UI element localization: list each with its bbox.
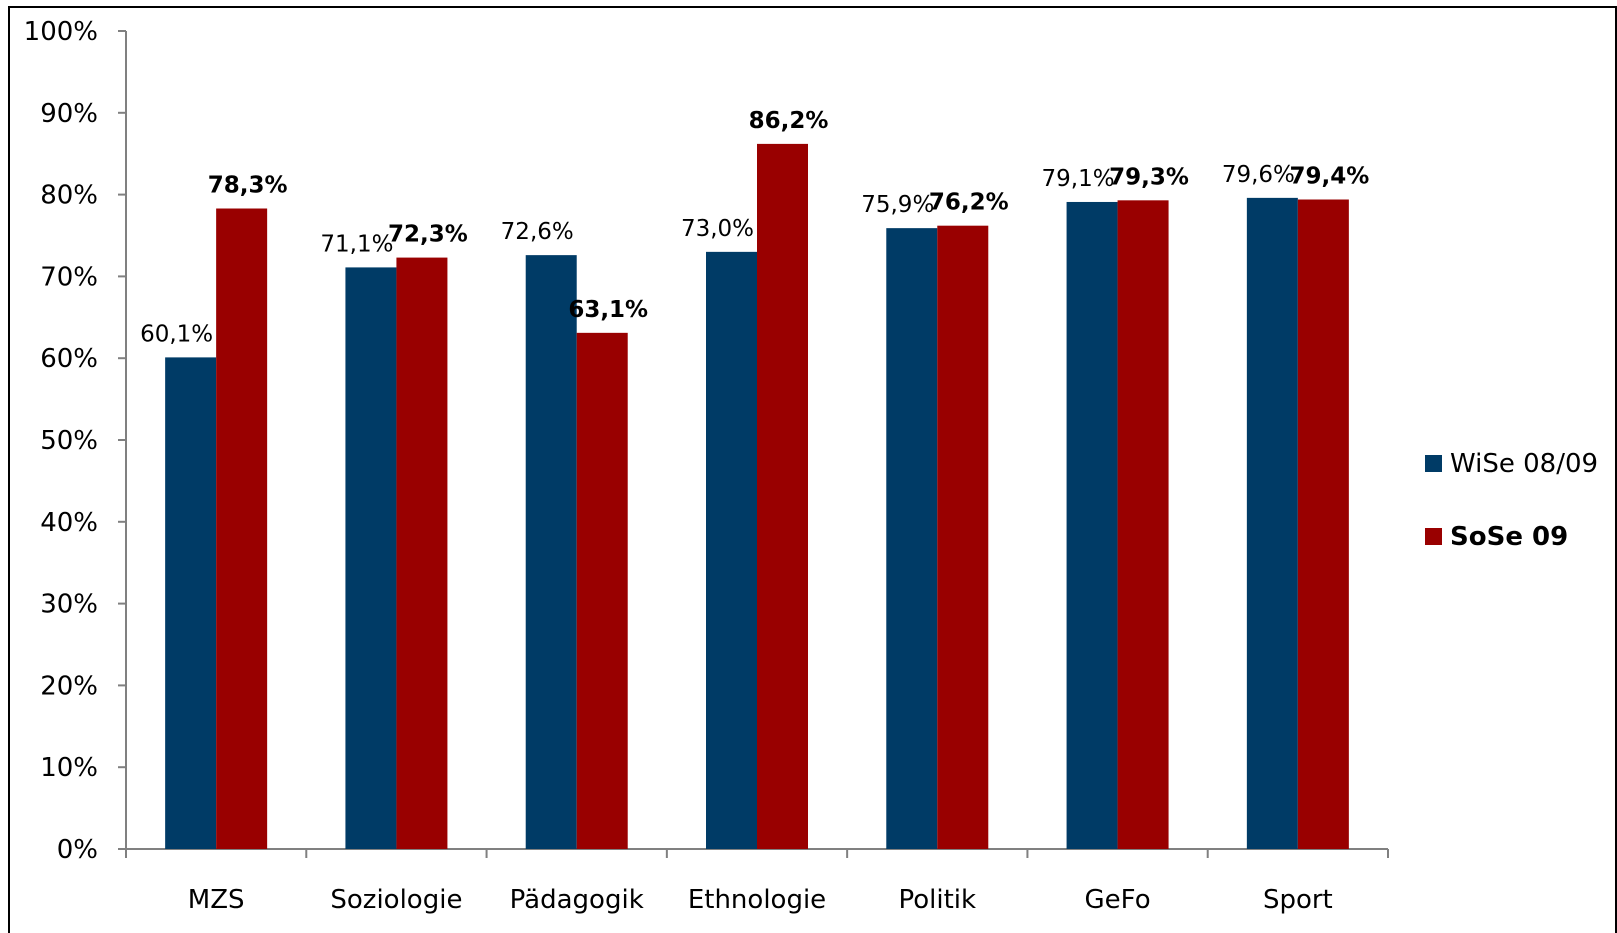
bar	[165, 357, 217, 849]
x-axis: MZS Soziologie Pädagogik Ethnologie Politik G…	[125, 848, 1389, 915]
bar	[1066, 201, 1118, 849]
y-tick-label: 0%	[57, 835, 98, 865]
x-tick-label: GeFo	[1085, 885, 1151, 915]
data-label: 60,1%	[140, 321, 213, 347]
legend: WiSe 08/09 SoSe 09	[1425, 449, 1598, 552]
bar	[1297, 199, 1349, 849]
x-tick-label: Ethnologie	[688, 885, 826, 915]
data-label: 79,4%	[1289, 164, 1369, 190]
legend-entry: WiSe 08/09	[1450, 449, 1598, 479]
bar	[937, 225, 989, 849]
data-label: 72,3%	[388, 222, 468, 248]
y-tick-label: 100%	[24, 17, 98, 47]
y-tick-label: 30%	[40, 590, 98, 620]
bar	[216, 208, 268, 850]
y-tick-label: 10%	[40, 753, 98, 783]
y-tick-label: 70%	[40, 262, 98, 292]
value-labels: 60,1% 71,1% 72,6% 73,0% 75,9% 79,1% 79,6% 78,3%…	[140, 108, 1369, 347]
x-tick-label: MZS	[188, 885, 245, 915]
x-tick-label: Sport	[1263, 885, 1333, 915]
bar	[345, 267, 397, 850]
data-label: 72,6%	[501, 219, 574, 245]
data-label: 76,2%	[929, 190, 1009, 216]
y-tick-label: 50%	[40, 426, 98, 456]
y-axis: 0% 10% 20% 30% 40% 50% 60% 70% 80% 90% 100%	[24, 17, 127, 865]
data-label: 71,1%	[320, 231, 393, 257]
legend-swatch	[1425, 528, 1442, 545]
legend-entry: SoSe 09	[1450, 522, 1568, 552]
bar	[576, 332, 628, 849]
data-label: 79,6%	[1222, 162, 1295, 188]
bar	[525, 255, 577, 849]
data-label: 79,1%	[1042, 166, 1115, 192]
y-tick-label: 60%	[40, 344, 98, 374]
bar	[706, 251, 757, 850]
bar	[1117, 200, 1169, 850]
bar	[396, 257, 448, 849]
data-label: 79,3%	[1109, 164, 1189, 190]
x-tick-label: Soziologie	[330, 885, 462, 915]
data-label: 63,1%	[568, 297, 648, 323]
y-tick-label: 90%	[40, 99, 98, 129]
bar	[886, 228, 938, 849]
data-label: 73,0%	[681, 216, 754, 242]
data-label: 78,3%	[208, 173, 288, 199]
data-label: 75,9%	[861, 192, 934, 218]
bar	[1246, 197, 1298, 849]
x-tick-label: Politik	[898, 885, 976, 915]
bars	[165, 143, 1349, 850]
data-label: 86,2%	[749, 108, 829, 134]
legend-swatch	[1425, 455, 1442, 472]
y-tick-label: 20%	[40, 671, 98, 701]
x-tick-label: Pädagogik	[510, 885, 644, 915]
y-tick-label: 80%	[40, 181, 98, 211]
bar	[757, 143, 808, 849]
y-tick-label: 40%	[40, 508, 98, 538]
